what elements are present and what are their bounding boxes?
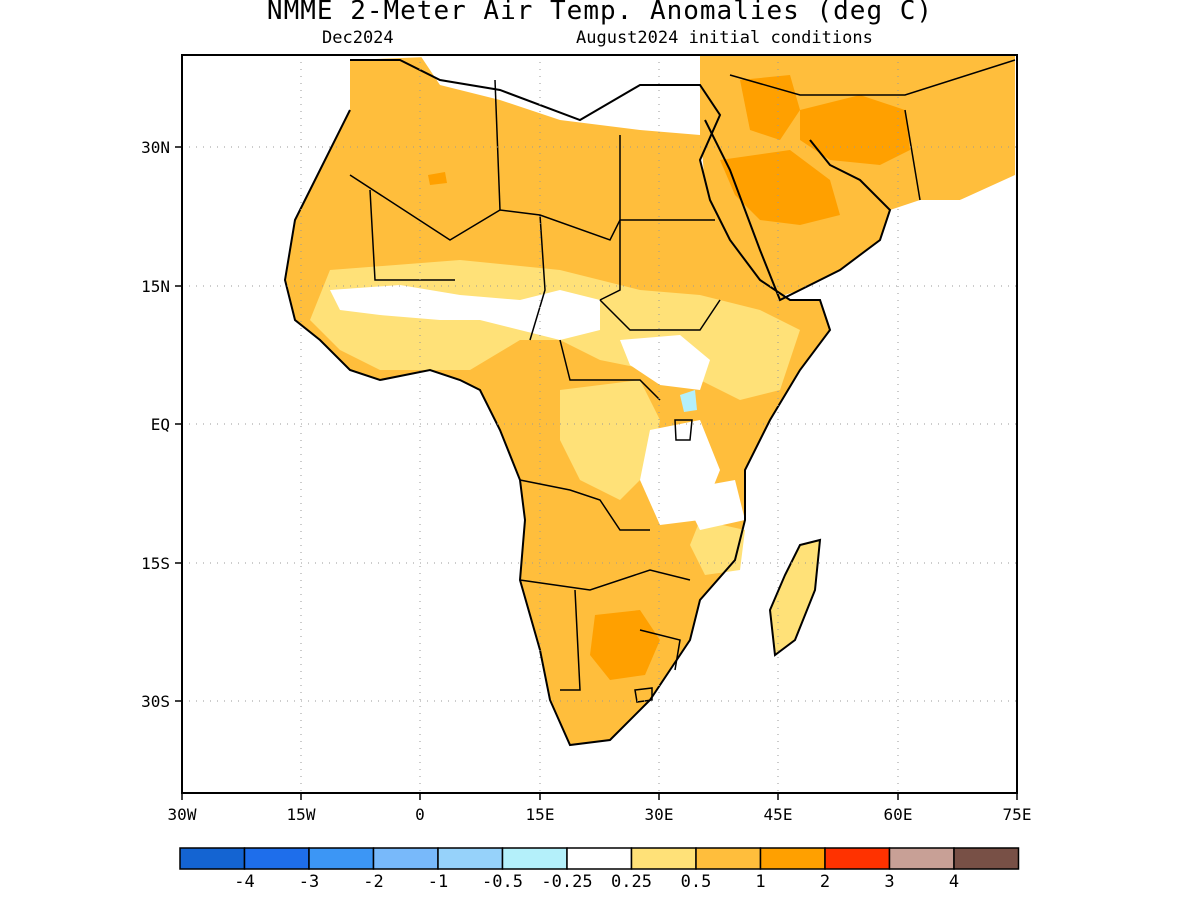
xtick-label-2: 0	[415, 805, 425, 824]
colorbar-label: 0.25	[611, 872, 652, 892]
colorbar-label: 1	[755, 872, 765, 892]
colorbar-label: 4	[949, 872, 959, 892]
ytick-label-4: 30S	[141, 692, 170, 711]
ytick-label-1: 15N	[141, 277, 170, 296]
colorbar-label: -0.5	[482, 872, 523, 892]
victoria-negative	[680, 390, 697, 412]
colorbar-label: 0.5	[681, 872, 712, 892]
map-title: NMME 2-Meter Air Temp. Anomalies (deg C)	[266, 0, 934, 26]
colorbar-swatch	[630, 847, 697, 870]
xtick-label-1: 15W	[287, 805, 316, 824]
colorbar-label: -1	[428, 872, 448, 892]
xtick-label-4: 30E	[645, 805, 674, 824]
border-9	[639, 629, 681, 671]
colorbar-swatch	[888, 847, 955, 870]
colorbar-swatch	[308, 847, 375, 870]
sahel-white	[330, 285, 600, 340]
xtick-label-7: 75E	[1003, 805, 1032, 824]
ytick-label-3: 15S	[141, 554, 170, 573]
xtick-label-3: 15E	[526, 805, 555, 824]
colorbar-label: 3	[884, 872, 894, 892]
border-6	[519, 479, 650, 531]
xtick-label-5: 45E	[764, 805, 793, 824]
colorbar-swatch	[437, 847, 504, 870]
madagascar-anomaly	[770, 540, 820, 655]
border-2	[494, 79, 501, 211]
southern-africa-anomaly-1-2	[590, 610, 660, 680]
ytick-label-2: EQ	[151, 415, 170, 434]
colorbar-swatch	[501, 847, 568, 870]
border-4	[369, 189, 455, 281]
central-africa-anomaly-025-05	[560, 380, 660, 500]
coastlines	[283, 59, 1016, 747]
colorbar-label: -4	[234, 872, 254, 892]
xtick-label-6: 60E	[884, 805, 913, 824]
colorbar-label: -2	[363, 872, 383, 892]
y-tick-labels: 30N 15N EQ 15S 30S	[141, 138, 170, 711]
colorbar-swatch	[566, 847, 633, 870]
arabia-coastline	[704, 119, 892, 302]
mozambique-white	[680, 480, 745, 530]
africa-coastline	[283, 59, 832, 747]
border-11	[904, 109, 921, 201]
madagascar-coastline	[768, 538, 822, 657]
border-5	[529, 214, 546, 341]
border-3	[599, 135, 621, 301]
colorbar-label: 2	[820, 872, 830, 892]
forecast-month: Dec2024	[322, 28, 394, 48]
india-white	[960, 175, 1015, 300]
border-10	[729, 59, 1016, 96]
colorbar-swatch	[372, 847, 439, 870]
initial-conditions: August2024 initial conditions	[576, 28, 873, 48]
colorbar-label: -0.25	[541, 872, 592, 892]
colorbar-swatch	[759, 847, 826, 870]
colorbar-swatch	[179, 847, 246, 870]
colorbar-labels: -4 -3 -2 -1 -0.5 -0.25 0.25 0.5 1 2 3 4	[234, 872, 959, 892]
border-12	[599, 299, 721, 331]
sudan-white	[620, 335, 710, 390]
x-tick-labels: 30W 15W 0 15E 30E 45E 60E 75E	[168, 805, 1032, 824]
lesotho	[634, 687, 653, 703]
colorbar-swatch	[243, 847, 310, 870]
arabia-anomaly-1-2	[720, 150, 840, 225]
ytick-label-0: 30N	[141, 138, 170, 157]
africa-anomaly-05-1	[285, 55, 830, 745]
colorbar-swatch	[953, 847, 1020, 870]
xtick-label-0: 30W	[168, 805, 197, 824]
anomaly-fill	[285, 55, 1015, 745]
mediterranean-white	[420, 55, 700, 135]
lake-victoria	[674, 419, 693, 441]
colorbar-swatch	[695, 847, 762, 870]
border-7	[519, 569, 691, 591]
border-13	[559, 339, 661, 401]
map-panel: 30W 15W 0 15E 30E 45E 60E 75E 30N 15N EQ…	[141, 54, 1032, 824]
colorbar-label: -3	[299, 872, 319, 892]
colorbar	[179, 847, 1020, 870]
colorbar-swatch	[824, 847, 891, 870]
border-8	[560, 589, 581, 691]
sahara-small-patch	[428, 172, 447, 185]
south-central-anomaly-025-05	[690, 520, 745, 575]
axis-ticks	[175, 146, 1018, 800]
